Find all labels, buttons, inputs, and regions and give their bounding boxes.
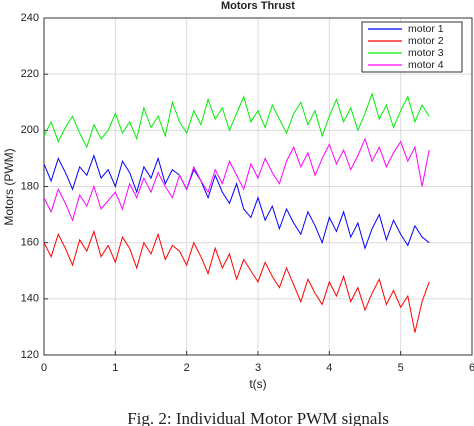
x-tick-label: 3 [255, 362, 261, 374]
series-line [43, 137, 430, 222]
x-tick-label: 5 [398, 362, 404, 374]
series-line [43, 92, 430, 149]
x-tick-label: 2 [184, 362, 190, 374]
x-tick-label: 6 [469, 362, 474, 374]
legend-label: motor 4 [408, 59, 444, 71]
x-axis-label: t(s) [249, 377, 266, 391]
y-tick-label: 180 [21, 180, 39, 192]
legend-label: motor 3 [408, 47, 444, 59]
x-tick-label: 1 [112, 362, 118, 374]
legend-box [361, 21, 463, 73]
plot-frame [43, 17, 473, 356]
legend-label: motor 1 [408, 23, 444, 35]
y-tick-label: 140 [21, 293, 39, 305]
legend-label: motor 2 [408, 35, 444, 47]
chart-title: Motors Thrust [221, 0, 295, 12]
y-tick-label: 200 [21, 124, 39, 136]
series-line [43, 154, 430, 250]
x-tick-label: 0 [41, 362, 47, 374]
y-axis-label: Motors (PWM) [2, 148, 16, 225]
y-tick-label: 220 [21, 68, 39, 80]
y-tick-label: 160 [21, 237, 39, 249]
x-tick-label: 4 [326, 362, 332, 374]
y-tick-label: 120 [21, 349, 39, 361]
caption: Fig. 2: Individual Motor PWM signals [127, 409, 389, 426]
series-line [43, 229, 430, 333]
y-tick-label: 240 [21, 12, 39, 24]
